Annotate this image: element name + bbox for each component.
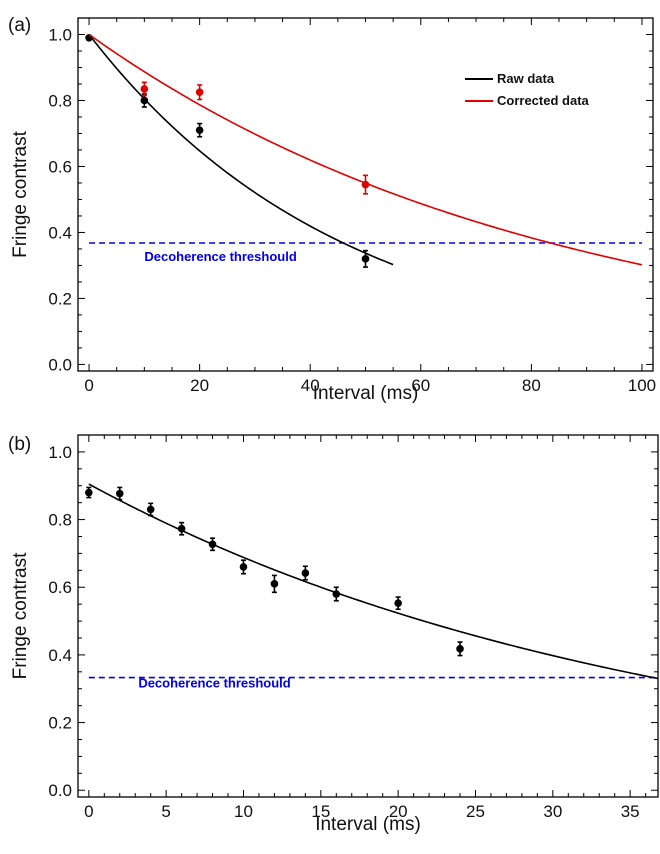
data-point	[177, 524, 186, 533]
x-tick-label: 35	[621, 802, 640, 821]
data-point	[85, 488, 93, 497]
y-tick-label: 0.8	[48, 91, 72, 110]
x-axis-title: Interval (ms)	[313, 383, 419, 404]
x-tick-label: 10	[234, 802, 253, 821]
y-tick-label: 0.0	[48, 781, 72, 800]
fit-curve-raw	[88, 34, 394, 266]
x-tick-label: 5	[161, 802, 170, 821]
legend-label: Corrected data	[497, 93, 590, 108]
x-axis-title: Interval (ms)	[315, 814, 421, 835]
data-point	[140, 85, 149, 93]
data-point	[301, 569, 310, 577]
y-tick-label: 0.6	[48, 578, 72, 597]
data-point	[140, 96, 149, 105]
chart-panel-b: 0 5 10 15 20 25 30 35 0.0 0.2 0.4 0.6 0.8 1.0 Interval…	[8, 434, 659, 835]
x-tick-label: 100	[628, 376, 656, 395]
fit-curve-corrected	[88, 33, 643, 266]
data-point	[115, 489, 124, 498]
data-point	[456, 645, 464, 653]
y-tick-label: 0.8	[48, 511, 72, 530]
panel-letter: (a)	[8, 15, 31, 36]
data-point	[394, 599, 402, 607]
x-tick-label: 20	[389, 802, 408, 821]
y-tick-label: 0.2	[48, 289, 72, 308]
y-tick-label: 1.0	[48, 25, 72, 44]
y-tick-label: 0.2	[48, 714, 72, 733]
x-tick-label: 0	[84, 802, 93, 821]
x-tick-label: 25	[466, 802, 485, 821]
legend-label: Raw data	[497, 71, 555, 86]
data-point	[208, 540, 217, 549]
y-tick-label: 1.0	[48, 443, 72, 462]
x-tick-label: 0	[84, 376, 93, 395]
data-point	[195, 126, 204, 134]
decoherence-threshold-label: Decoherence threshould	[144, 249, 296, 264]
data-point	[239, 563, 248, 571]
x-tick-label: 15	[311, 802, 330, 821]
x-tick-label: 40	[301, 376, 320, 395]
x-tick-label: 60	[411, 376, 430, 395]
x-tick-label: 20	[190, 376, 209, 395]
x-tick-label: 30	[543, 802, 562, 821]
chart-panel-a: 0 20 40 60 80 100 0.0 0.2 0.4 0.6 0.8 1.0 Interval (…	[8, 15, 656, 404]
y-tick-label: 0.4	[48, 223, 72, 242]
y-axis-title: Fringe contrast	[10, 552, 31, 679]
data-point	[195, 88, 204, 97]
data-point	[146, 505, 155, 514]
fit-curve-raw	[88, 483, 659, 680]
data-point	[332, 590, 341, 598]
y-tick-label: 0.0	[48, 355, 72, 374]
plot-frame	[77, 434, 659, 798]
data-point	[361, 180, 370, 189]
panel-letter: (b)	[8, 434, 31, 455]
y-tick-label: 0.4	[48, 646, 72, 665]
data-point	[270, 580, 279, 588]
y-tick-label: 0.6	[48, 157, 72, 176]
data-point	[361, 255, 370, 263]
x-tick-label: 80	[522, 376, 541, 395]
decoherence-threshold-label: Decoherence threshould	[138, 676, 290, 691]
y-axis-title: Fringe contrast	[10, 130, 31, 257]
